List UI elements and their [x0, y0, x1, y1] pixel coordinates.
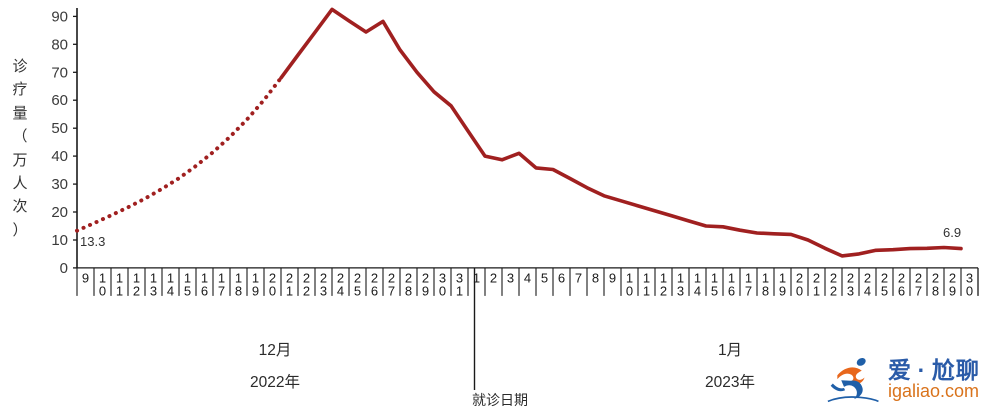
svg-text:0: 0	[439, 283, 446, 298]
svg-text:0: 0	[60, 260, 68, 277]
svg-text:8: 8	[405, 283, 412, 298]
svg-text:70: 70	[51, 64, 68, 81]
svg-text:9: 9	[949, 283, 956, 298]
svg-text:3: 3	[320, 283, 327, 298]
svg-text:40: 40	[51, 148, 68, 165]
svg-text:60: 60	[51, 92, 68, 109]
svg-text:4: 4	[337, 283, 344, 298]
svg-text:5: 5	[184, 283, 191, 298]
svg-text:0: 0	[966, 283, 973, 298]
svg-text:8: 8	[762, 283, 769, 298]
svg-text:7: 7	[388, 283, 395, 298]
svg-text:5: 5	[881, 283, 888, 298]
svg-text:5: 5	[711, 283, 718, 298]
svg-text:6: 6	[728, 283, 735, 298]
svg-text:9: 9	[82, 270, 89, 285]
svg-text:9: 9	[779, 283, 786, 298]
svg-text:6: 6	[898, 283, 905, 298]
svg-text:3: 3	[507, 270, 514, 285]
svg-text:30: 30	[51, 176, 68, 193]
svg-text:8: 8	[592, 270, 599, 285]
svg-text:5: 5	[354, 283, 361, 298]
svg-text:7: 7	[915, 283, 922, 298]
svg-text:7: 7	[575, 270, 582, 285]
svg-text:2: 2	[830, 283, 837, 298]
svg-text:9: 9	[422, 283, 429, 298]
svg-text:90: 90	[51, 8, 68, 25]
svg-text:1: 1	[813, 283, 820, 298]
svg-text:6.9: 6.9	[943, 225, 961, 240]
svg-text:7: 7	[218, 283, 225, 298]
svg-text:50: 50	[51, 120, 68, 137]
svg-text:10: 10	[51, 232, 68, 249]
svg-text:9: 9	[609, 270, 616, 285]
svg-text:8: 8	[932, 283, 939, 298]
svg-text:20: 20	[51, 204, 68, 221]
svg-text:4: 4	[694, 283, 701, 298]
svg-text:2: 2	[660, 283, 667, 298]
svg-text:1: 1	[643, 283, 650, 298]
svg-text:7: 7	[745, 283, 752, 298]
svg-text:5: 5	[541, 270, 548, 285]
svg-text:9: 9	[252, 283, 259, 298]
svg-text:13.3: 13.3	[80, 234, 105, 249]
svg-text:0: 0	[99, 283, 106, 298]
svg-text:3: 3	[150, 283, 157, 298]
svg-text:3: 3	[847, 283, 854, 298]
svg-text:1: 1	[116, 283, 123, 298]
svg-text:0: 0	[626, 283, 633, 298]
svg-text:8: 8	[235, 283, 242, 298]
svg-text:4: 4	[167, 283, 174, 298]
svg-text:1: 1	[286, 283, 293, 298]
svg-text:6: 6	[201, 283, 208, 298]
svg-text:2: 2	[133, 283, 140, 298]
svg-text:0: 0	[269, 283, 276, 298]
svg-text:4: 4	[864, 283, 871, 298]
svg-text:2: 2	[490, 270, 497, 285]
svg-text:6: 6	[558, 270, 565, 285]
svg-text:6: 6	[371, 283, 378, 298]
svg-text:80: 80	[51, 36, 68, 53]
svg-text:2: 2	[303, 283, 310, 298]
svg-text:4: 4	[524, 270, 531, 285]
svg-text:0: 0	[796, 283, 803, 298]
svg-text:3: 3	[677, 283, 684, 298]
svg-text:1: 1	[456, 283, 463, 298]
